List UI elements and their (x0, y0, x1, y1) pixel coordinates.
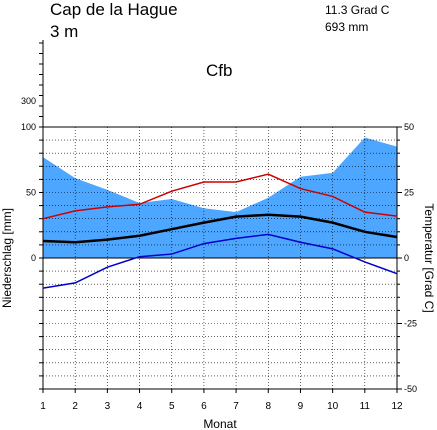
x-tick-label: 2 (72, 401, 78, 412)
left-tick-label: 100 (21, 122, 36, 132)
x-tick-label: 7 (233, 401, 239, 412)
precipitation-area (43, 137, 397, 258)
x-tick-label: 4 (137, 401, 143, 412)
left-tick-label: 50 (26, 188, 36, 198)
x-tick-label: 8 (265, 401, 271, 412)
right-tick-label: 25 (404, 188, 414, 198)
right-tick-label: -25 (404, 319, 417, 329)
max-temperature-line (42, 173, 398, 220)
right-axis-title: Temperatur [Grad C] (422, 203, 436, 312)
right-tick-label: -50 (404, 384, 417, 394)
station-elevation: 3 m (50, 22, 78, 41)
mean-temperature-line (42, 213, 398, 244)
x-tick-label: 10 (327, 401, 339, 412)
left-axis-title: Niederschlag [mm] (0, 208, 14, 308)
grid (43, 127, 397, 389)
right-tick-label: 50 (404, 122, 414, 132)
station-name: Cap de la Hague (50, 0, 178, 19)
x-axis-title: Monat (203, 417, 237, 430)
left-tick-label: 0 (31, 253, 36, 263)
annual-temperature: 11.3 Grad C (325, 3, 390, 17)
x-tick-label: 9 (298, 401, 304, 412)
x-tick-label: 6 (201, 401, 207, 412)
right-tick-label: 0 (404, 253, 409, 263)
x-tick-label: 3 (105, 401, 111, 412)
climate-class: Cfb (206, 61, 232, 80)
left-tick-label: 300 (21, 96, 36, 106)
upper-precip-scale (39, 40, 44, 127)
x-tick-label: 5 (169, 401, 175, 412)
x-tick-label: 12 (391, 401, 403, 412)
x-tick-label: 11 (360, 401, 371, 412)
min-temperature-line (42, 233, 398, 289)
annual-precipitation: 693 mm (325, 20, 368, 34)
x-tick-label: 1 (40, 401, 46, 412)
